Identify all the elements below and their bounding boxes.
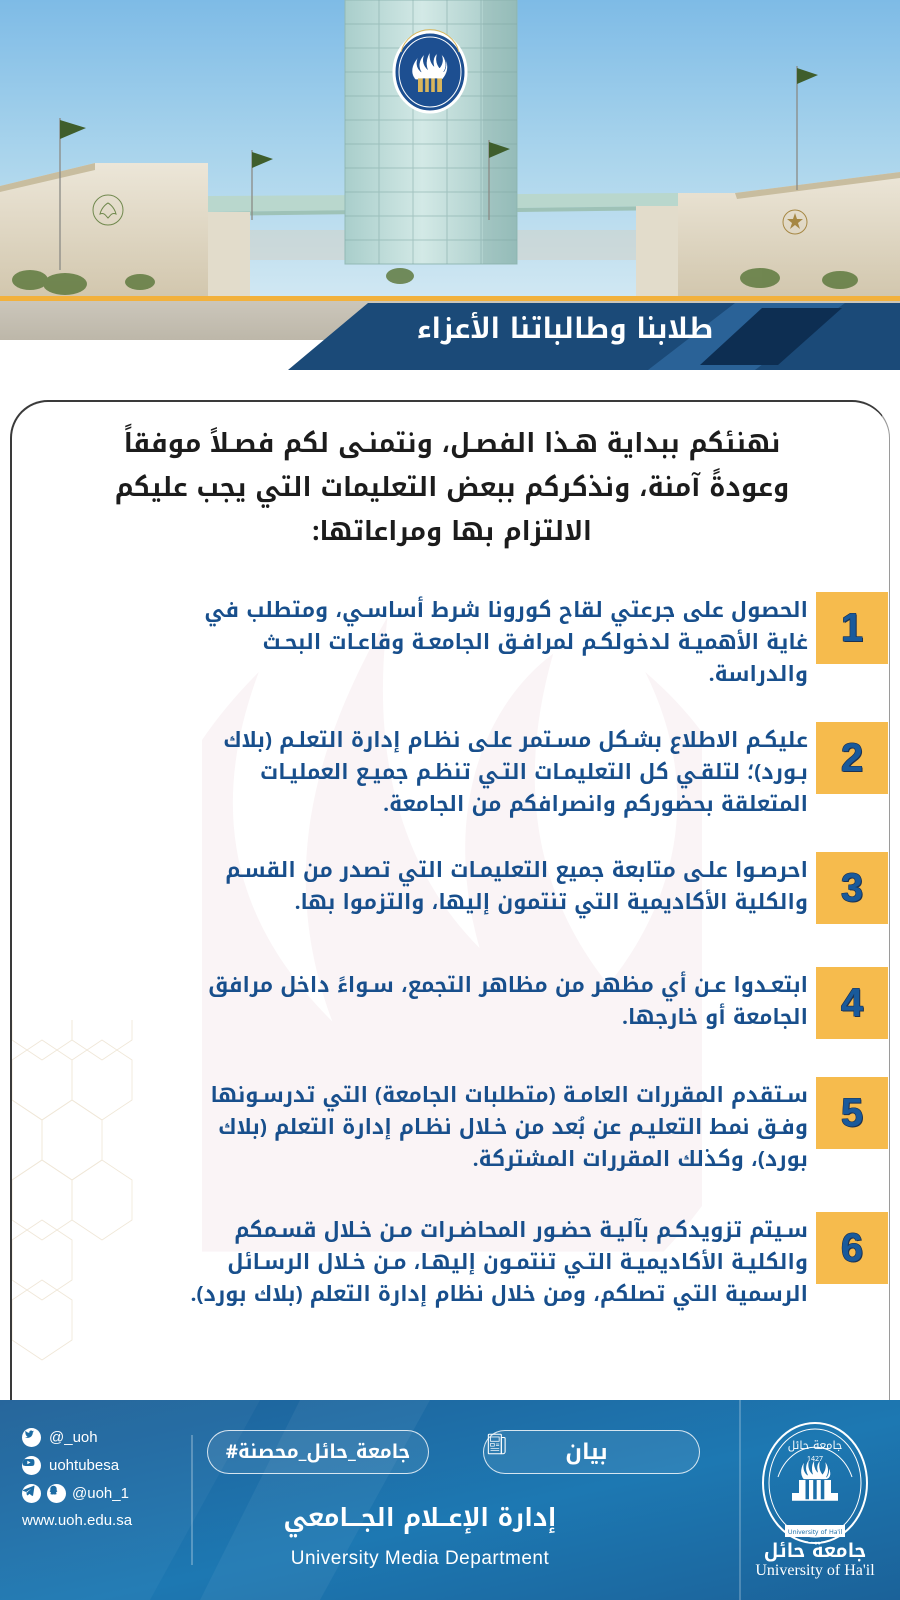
svg-text:University of Ha'il: University of Ha'il	[755, 1562, 875, 1579]
svg-text:1427: 1427	[807, 1453, 823, 1466]
